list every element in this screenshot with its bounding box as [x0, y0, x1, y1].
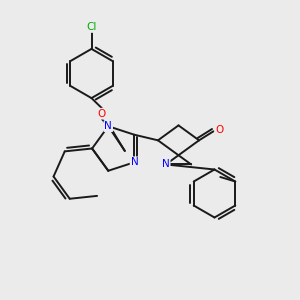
Text: N: N [130, 157, 138, 167]
Text: O: O [98, 109, 106, 119]
Text: N: N [162, 160, 170, 170]
Text: N: N [104, 121, 112, 131]
Text: Cl: Cl [86, 22, 97, 32]
Text: O: O [215, 125, 223, 135]
